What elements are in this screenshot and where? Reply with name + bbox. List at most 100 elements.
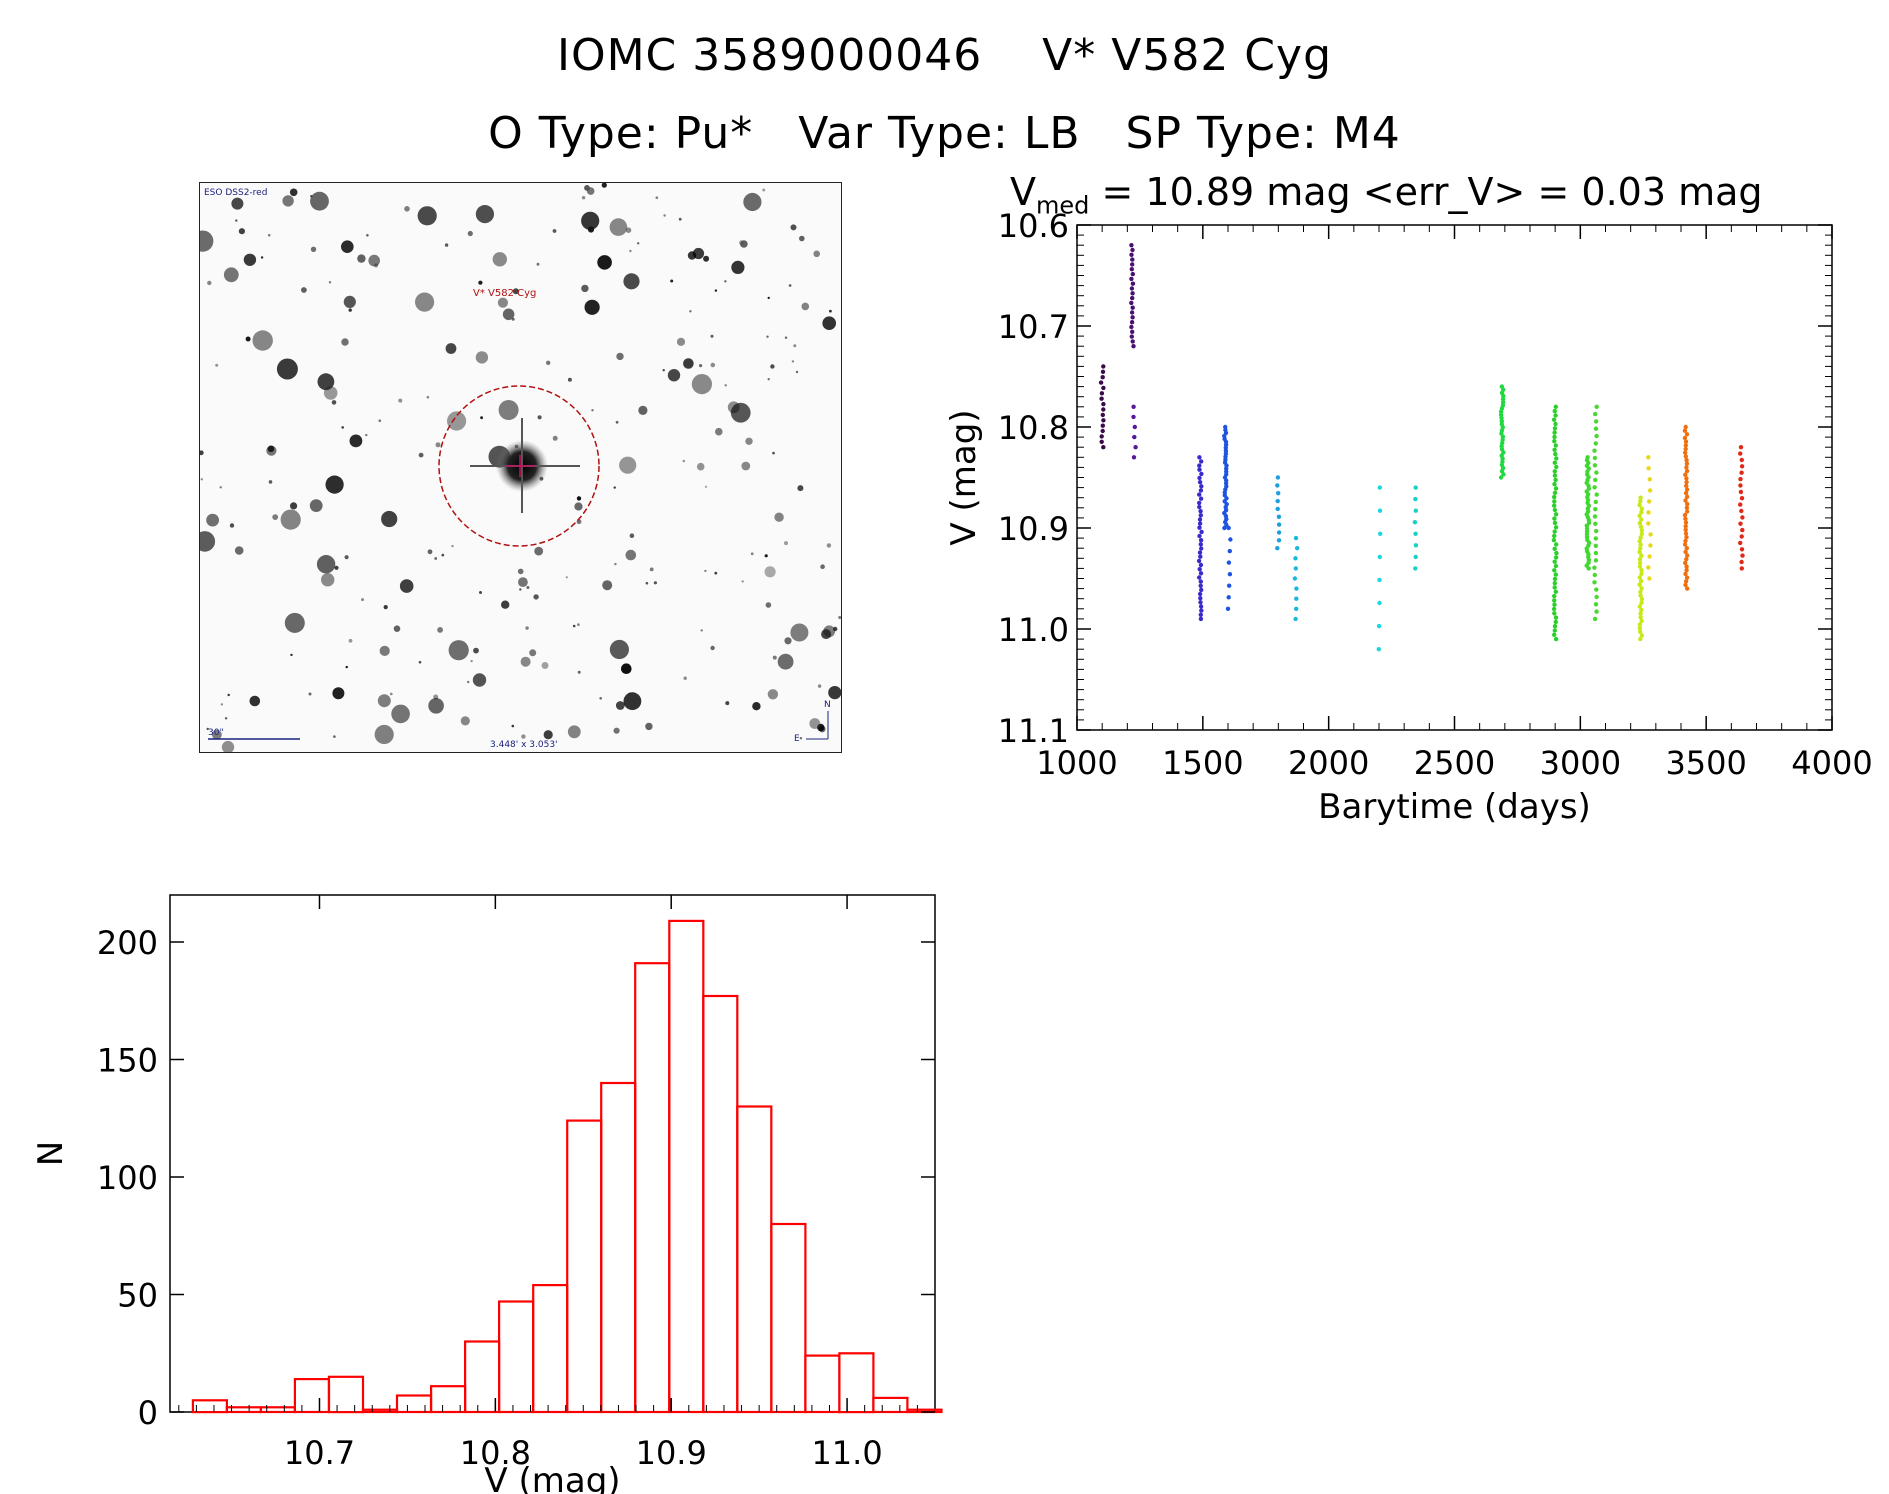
data-point [1130, 281, 1136, 286]
field-star [767, 689, 779, 700]
data-point [1639, 517, 1644, 522]
data-point [1739, 470, 1744, 475]
histogram-bar [634, 962, 671, 1414]
histogram-bar [668, 919, 705, 1414]
field-star [212, 729, 222, 740]
data-point [1500, 403, 1506, 408]
field-star [790, 623, 809, 642]
field-star [772, 655, 777, 660]
data-point [1683, 498, 1688, 503]
field-star [777, 653, 794, 670]
field-star [435, 442, 441, 448]
data-point [1684, 483, 1689, 488]
field-star [615, 701, 625, 710]
y-tick-label: 10.9 [998, 510, 1069, 548]
data-point [1684, 494, 1690, 499]
data-point [1412, 520, 1418, 525]
data-point [1552, 439, 1557, 444]
data-point [1584, 526, 1590, 531]
data-point [1228, 537, 1233, 542]
data-point [1684, 465, 1689, 470]
data-point [1198, 513, 1204, 518]
field-star [381, 510, 398, 528]
data-point [1198, 579, 1204, 584]
data-point [1594, 492, 1599, 497]
field-star [536, 262, 540, 266]
data-point [1552, 408, 1558, 414]
data-point [1594, 594, 1599, 600]
data-point [1101, 445, 1106, 450]
data-point [1639, 618, 1644, 624]
data-point [1685, 509, 1690, 514]
data-point [1500, 456, 1505, 461]
data-point [1646, 565, 1651, 570]
data-point [1682, 435, 1688, 441]
data-point [1585, 495, 1590, 500]
data-point [1129, 252, 1134, 257]
data-point [1585, 492, 1591, 497]
data-point [1584, 523, 1590, 528]
data-point [1223, 481, 1229, 486]
field-star [444, 243, 449, 247]
data-point [1198, 616, 1204, 622]
field-star [243, 253, 257, 266]
data-point [1585, 497, 1591, 503]
field-star [343, 295, 356, 308]
field-star [700, 629, 703, 632]
data-point [1132, 424, 1138, 430]
field-star [730, 402, 751, 423]
data-point [1553, 486, 1559, 491]
field-star [813, 250, 820, 258]
data-point [1101, 364, 1106, 369]
data-point [1683, 549, 1688, 555]
field-star [328, 281, 332, 284]
field-star [567, 725, 581, 739]
data-point [1592, 514, 1598, 519]
field-star [393, 625, 401, 632]
field-star [511, 724, 515, 728]
y-tick-label: 11.0 [998, 611, 1069, 649]
data-point [1552, 581, 1558, 586]
scale-label: 30" [208, 728, 224, 738]
field-star [614, 562, 617, 566]
title-line-1: IOMC 3589000046 V* V582 Cyg [556, 30, 1332, 81]
data-point [1377, 508, 1383, 513]
data-point [1199, 546, 1204, 551]
field-star [526, 586, 530, 589]
field-star [767, 378, 770, 381]
field-star [822, 316, 836, 330]
data-point [1637, 564, 1643, 569]
field-star [290, 653, 293, 657]
field-star [667, 369, 681, 382]
histogram-bar [191, 1399, 228, 1414]
data-point [1683, 571, 1688, 577]
data-point [1586, 466, 1592, 471]
histogram-bar [532, 1283, 569, 1414]
field-star [200, 450, 204, 456]
data-point [1552, 593, 1557, 599]
field-star [581, 196, 586, 200]
data-point [1683, 524, 1688, 529]
data-point [1552, 494, 1557, 500]
lightcurve-subtitle: Vmed = 10.89 mag <err_V> = 0.03 mag [1010, 170, 1763, 220]
data-point [1552, 611, 1557, 616]
data-point [1131, 404, 1136, 409]
field-star [348, 308, 352, 312]
data-point [1552, 624, 1558, 629]
data-point [1646, 455, 1651, 460]
data-point [1584, 534, 1590, 540]
data-point [1130, 257, 1135, 262]
data-point [1683, 560, 1688, 566]
field-star [448, 640, 469, 661]
field-star [231, 197, 244, 210]
data-point [1223, 445, 1229, 450]
data-point [1638, 615, 1643, 620]
field-star [572, 624, 576, 628]
x-tick-label: 4000 [1791, 744, 1872, 782]
field-star [576, 496, 582, 501]
field-star [390, 692, 393, 696]
data-point [1198, 596, 1203, 601]
data-point [1637, 502, 1642, 508]
field-star [766, 335, 769, 338]
data-point [1222, 525, 1227, 531]
